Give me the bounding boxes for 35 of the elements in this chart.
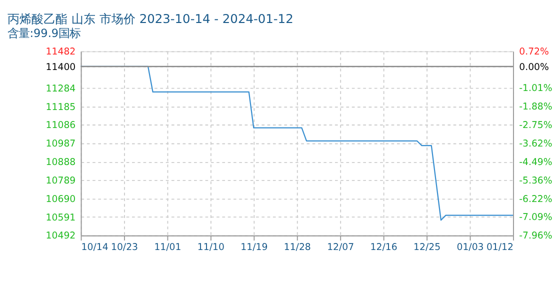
y-tick-label: 10591 — [46, 212, 76, 224]
x-tick-label: 01/12 — [486, 242, 514, 253]
x-tick-label: 11/10 — [197, 242, 224, 253]
x-tick-label: 12/16 — [370, 242, 398, 253]
x-tick-label: 11/28 — [284, 242, 311, 253]
y2-tick-label: 0.00% — [519, 62, 549, 73]
x-tick-label: 12/07 — [327, 242, 354, 253]
x-tick-label: 10/23 — [110, 242, 138, 253]
y2-tick-label: -1.01% — [519, 83, 552, 94]
y-tick-label: 11185 — [46, 102, 76, 113]
y2-tick-label: -4.49% — [519, 157, 552, 168]
y2-tick-label: -3.62% — [519, 138, 552, 150]
y2-tick-label: -6.22% — [519, 194, 552, 205]
x-tick-label: 10/14 — [81, 242, 108, 253]
y-tick-label: 10987 — [46, 138, 76, 150]
x-tick-label: 11/19 — [240, 242, 268, 253]
y-tick-label: 10888 — [46, 157, 76, 168]
y-tick-label: 11400 — [46, 62, 76, 73]
x-tick-label: 12/25 — [414, 242, 441, 253]
y-tick-label: 10789 — [46, 175, 76, 186]
y-tick-label: 11482 — [46, 46, 76, 58]
y2-tick-label: 0.72% — [519, 46, 549, 58]
x-tick-label: 11/01 — [154, 242, 182, 253]
chart-subtitle: 含量:99.9国标 — [8, 27, 81, 40]
chart-title: 丙烯酸乙酯 山东 市场价 2023-10-14 - 2024-01-12 — [8, 12, 294, 26]
y2-tick-label: -7.09% — [519, 212, 552, 224]
y2-tick-label: -5.36% — [519, 176, 552, 187]
y-tick-label: 11086 — [46, 120, 76, 132]
x-tick-label: 01/03 — [456, 242, 484, 253]
y-tick-label: 10690 — [46, 194, 76, 205]
y2-tick-label: -7.96% — [519, 230, 552, 242]
y2-tick-label: -1.88% — [519, 102, 552, 113]
y-tick-label: 10492 — [46, 230, 76, 242]
y-tick-label: 11284 — [46, 83, 76, 94]
y2-tick-label: -2.75% — [519, 120, 552, 132]
